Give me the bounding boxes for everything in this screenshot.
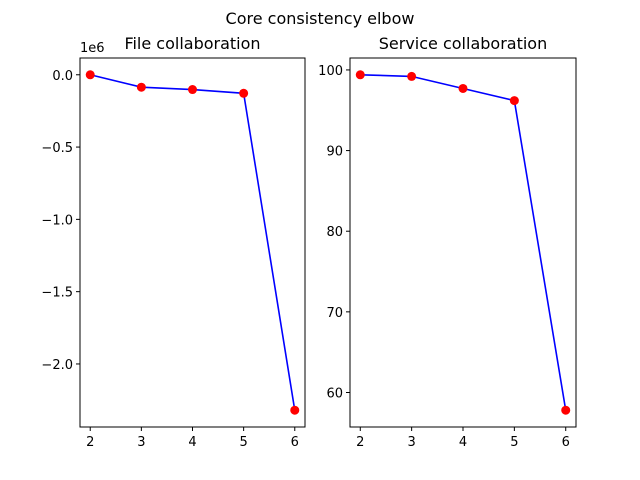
x-tick-label: 3	[407, 435, 415, 450]
data-point	[407, 71, 417, 81]
x-tick-label: 4	[188, 435, 196, 450]
y-tick-label: 100	[318, 64, 343, 79]
y-tick-label: −1.5	[41, 286, 73, 301]
data-point	[188, 85, 197, 95]
figure-title: Core consistency elbow	[226, 9, 415, 28]
x-tick-label: 4	[459, 435, 467, 450]
data-point	[136, 82, 146, 92]
y-tick-label: 70	[326, 306, 343, 321]
y-tick-label: 80	[326, 225, 343, 240]
x-tick-label: 3	[137, 435, 145, 450]
y-tick-label: −1.0	[41, 213, 73, 228]
data-point	[561, 405, 571, 415]
y-tick-label: 0.0	[52, 69, 73, 84]
x-tick-label: 2	[86, 435, 94, 450]
data-point	[458, 83, 468, 93]
y-offset-label: 1e6	[80, 41, 105, 56]
x-tick-label: 5	[239, 435, 247, 450]
x-tick-label: 6	[291, 435, 299, 450]
y-tick-label: −2.0	[41, 358, 73, 373]
y-tick-label: −0.5	[41, 141, 73, 156]
data-point	[290, 405, 300, 415]
axes-frame	[79, 57, 306, 428]
data-point	[239, 88, 249, 98]
data-point	[355, 70, 365, 80]
y-tick-label: 90	[326, 145, 343, 160]
y-tick-label: 60	[326, 386, 343, 401]
series-line	[360, 73, 567, 411]
x-tick-label: 2	[356, 435, 364, 450]
chart-title: File collaboration	[124, 34, 260, 53]
axes-frame	[349, 57, 577, 428]
series-line	[90, 73, 296, 411]
x-tick-label: 6	[562, 435, 570, 450]
x-tick-label: 5	[510, 435, 518, 450]
data-point	[85, 70, 95, 80]
data-point	[509, 96, 519, 106]
chart-panel-1: File collaboration 2 3 4 5 6 0.0 −0.5 −1.0 −1.5 −2…	[41, 34, 306, 450]
chart-panel-2: Service collaboration 2 3 4 5 6 60 70 80 90 100	[318, 34, 577, 450]
chart-title: Service collaboration	[379, 34, 547, 53]
